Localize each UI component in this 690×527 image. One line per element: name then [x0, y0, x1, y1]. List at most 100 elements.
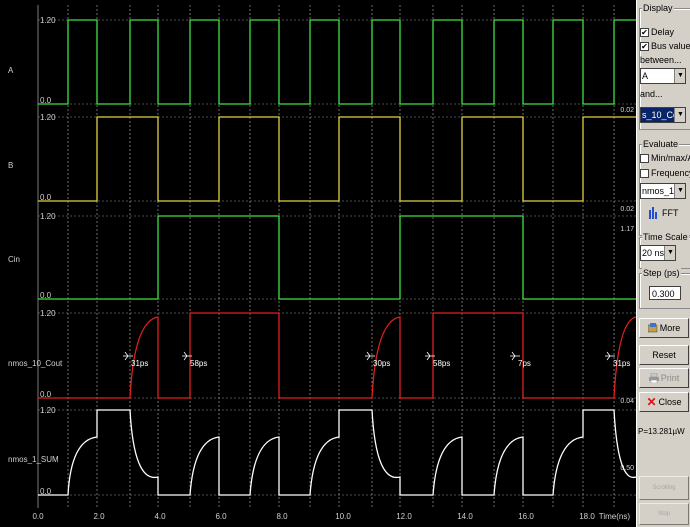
delay-marker-arrow — [426, 351, 431, 361]
delay-label: Delay — [651, 27, 675, 37]
chevron-down-icon: ▼ — [674, 108, 685, 122]
signal-min-label: 0.0 — [40, 487, 52, 496]
bus-value-checkbox[interactable]: ✔ Bus value — [640, 41, 690, 51]
delay-marker-arrow — [183, 351, 188, 361]
time-tick-label: 8.0 — [276, 512, 288, 521]
evaluate-select[interactable]: nmos_10_ ▼ — [640, 183, 686, 199]
signal-max-label: 1.20 — [40, 16, 56, 25]
signal-sum-wave — [38, 409, 636, 496]
close-icon: ✕ — [646, 395, 657, 409]
delay-check-icon: ✔ — [640, 27, 649, 37]
minmax-label: Min/max/Av — [651, 153, 690, 163]
fft-label: FFT — [662, 208, 679, 218]
bus-value-label: Bus value — [651, 41, 690, 51]
signal-max-label: 1.20 — [40, 212, 56, 221]
delay-marker-arrow — [124, 351, 129, 361]
signal-a-wave — [38, 19, 636, 105]
evaluate-group-title: Evaluate — [642, 139, 680, 149]
power-readout: P=13.281µW — [638, 427, 685, 436]
delay-marker-arrow — [606, 351, 611, 361]
delay-label: 31ps — [613, 359, 630, 368]
scrolling-button[interactable]: Scrolling — [639, 476, 689, 500]
delay-label: 58ps — [433, 359, 450, 368]
right-value-label: 0.02 — [620, 206, 634, 213]
signal-b-wave — [38, 116, 636, 202]
chevron-down-icon: ▼ — [674, 184, 685, 198]
delay-label: 58ps — [190, 359, 207, 368]
time-scale-title: Time Scale — [642, 232, 689, 242]
signal-label: nmos_1_SUM — [8, 455, 59, 464]
display-group: Display — [639, 3, 690, 130]
bus-value-check-icon: ✔ — [640, 41, 649, 51]
frequency-label: Frequency — [651, 168, 690, 178]
time-axis-label: Time(ns) — [599, 512, 631, 521]
and-select-value: s_10_Cout — [642, 110, 686, 120]
reset-button[interactable]: Reset — [639, 345, 689, 365]
signal-max-label: 1.20 — [40, 406, 56, 415]
right-value-label: 0.04 — [620, 398, 634, 405]
signal-label: Cin — [8, 255, 20, 264]
minmax-checkbox[interactable]: Min/max/Av — [640, 153, 690, 163]
stop-button[interactable]: Stop — [639, 503, 689, 525]
time-tick-label: 18.0 — [579, 512, 595, 521]
signal-min-label: 0.0 — [40, 390, 52, 399]
signal-label: B — [8, 161, 13, 170]
time-tick-label: 0.0 — [32, 512, 44, 521]
close-button[interactable]: ✕ Close — [639, 392, 689, 412]
delay-marker-arrow — [366, 351, 371, 361]
step-group: Step (ps) — [639, 268, 690, 309]
display-group-title: Display — [642, 3, 674, 13]
step-input[interactable]: 0.300 — [649, 286, 681, 300]
time-scale-value: 20 ns — [642, 248, 665, 258]
between-select-value: A — [642, 71, 649, 81]
time-tick-label: 12.0 — [396, 512, 412, 521]
chevron-down-icon: ▼ — [664, 246, 675, 260]
signal-min-label: 0.0 — [40, 291, 52, 300]
right-value-label: 1.17 — [620, 226, 634, 233]
time-tick-label: 4.0 — [154, 512, 166, 521]
delay-label: 31ps — [131, 359, 148, 368]
more-button[interactable]: More — [639, 318, 689, 338]
frequency-check-icon — [640, 168, 649, 178]
control-panel: Display ✔ Delay ✔ Bus value between... A ▼ … — [636, 0, 690, 527]
close-label: Close — [658, 397, 682, 407]
time-scale-select[interactable]: 20 ns ▼ — [640, 245, 676, 261]
time-tick-label: 14.0 — [457, 512, 473, 521]
and-label: and... — [640, 89, 663, 99]
and-select[interactable]: s_10_Cout ▼ — [640, 107, 686, 123]
minmax-check-icon — [640, 153, 649, 163]
step-title: Step (ps) — [642, 268, 681, 278]
more-label: More — [659, 323, 681, 333]
time-tick-label: 10.0 — [335, 512, 351, 521]
fft-icon — [649, 207, 657, 219]
signal-cout-wave — [38, 312, 636, 399]
between-label: between... — [640, 55, 682, 65]
right-value-label: 0.02 — [620, 107, 634, 114]
print-label: Print — [660, 373, 680, 383]
print-button[interactable]: Print — [639, 368, 689, 388]
delay-checkbox[interactable]: ✔ Delay — [640, 27, 674, 37]
time-tick-label: 2.0 — [93, 512, 105, 521]
more-icon — [647, 323, 657, 333]
signal-label: nmos_10_Cout — [8, 359, 63, 368]
delay-label: 7ps — [518, 359, 531, 368]
right-value-label: 0.50 — [620, 465, 634, 472]
delay-marker-arrow — [511, 351, 516, 361]
between-select[interactable]: A ▼ — [640, 68, 686, 84]
waveform-display[interactable]: A 1.20 0.0 B 1.20 0.0 Cin 1.20 0.0 nmos_10_Cout 1.… — [0, 0, 636, 527]
delay-label: 30ps — [373, 359, 390, 368]
evaluate-select-value: nmos_10_ — [642, 186, 685, 196]
time-tick-label: 6.0 — [215, 512, 227, 521]
fft-button[interactable]: FFT — [649, 207, 679, 219]
frequency-checkbox[interactable]: Frequency — [640, 168, 690, 178]
signal-cin-wave — [38, 215, 636, 300]
signal-max-label: 1.20 — [40, 309, 56, 318]
chevron-down-icon: ▼ — [674, 69, 685, 83]
signal-min-label: 0.0 — [40, 193, 52, 202]
signal-max-label: 1.20 — [40, 113, 56, 122]
printer-icon — [648, 373, 659, 383]
waveform-canvas: A 1.20 0.0 B 1.20 0.0 Cin 1.20 0.0 nmos_10_Cout 1.… — [8, 5, 636, 521]
time-tick-label: 16.0 — [518, 512, 534, 521]
signal-min-label: 0.0 — [40, 96, 52, 105]
signal-label: A — [8, 66, 14, 75]
